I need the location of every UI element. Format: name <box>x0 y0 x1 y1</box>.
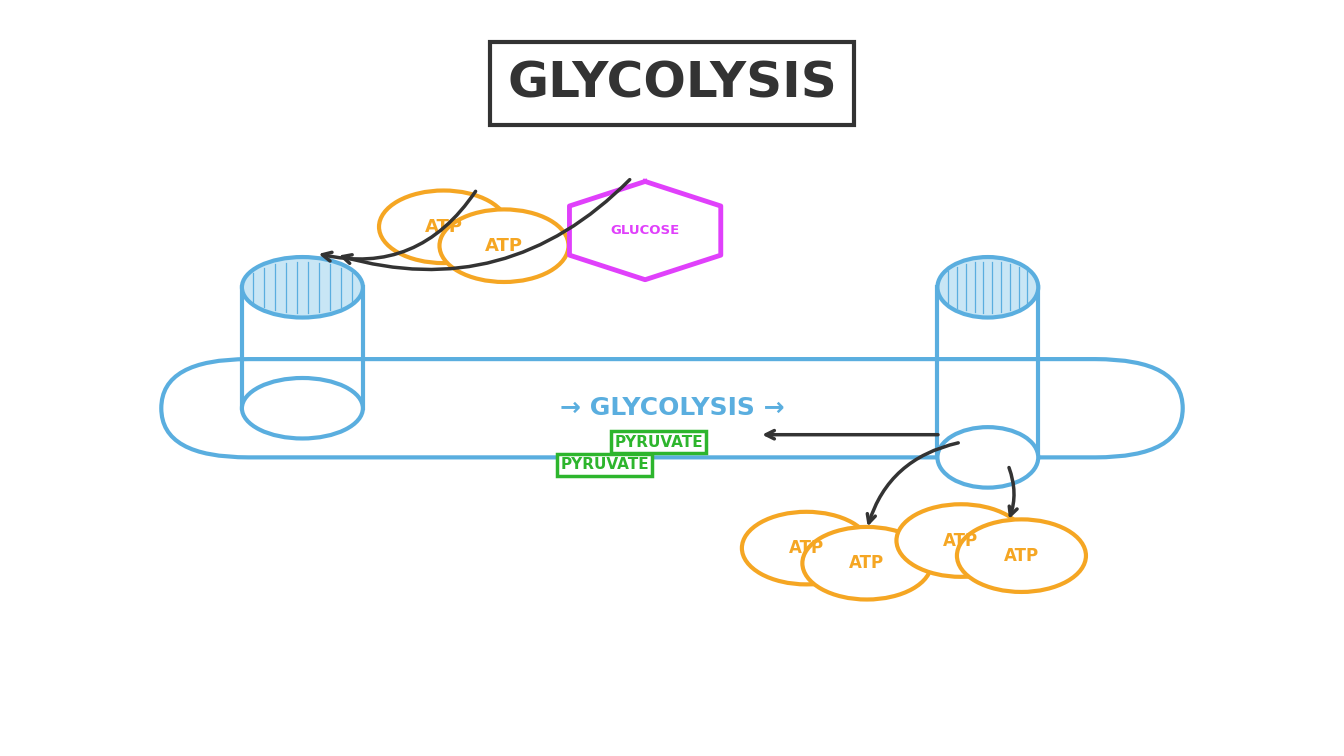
Polygon shape <box>570 181 720 280</box>
FancyBboxPatch shape <box>161 359 1183 457</box>
Circle shape <box>379 191 508 263</box>
FancyArrowPatch shape <box>1009 467 1017 516</box>
Circle shape <box>957 519 1086 592</box>
Text: → GLYCOLYSIS →: → GLYCOLYSIS → <box>559 396 785 420</box>
Ellipse shape <box>242 257 363 318</box>
Text: ATP: ATP <box>425 218 462 236</box>
Ellipse shape <box>938 427 1038 488</box>
FancyArrowPatch shape <box>323 191 476 261</box>
Text: ATP: ATP <box>485 237 523 255</box>
Ellipse shape <box>938 257 1038 318</box>
Circle shape <box>439 209 569 282</box>
FancyArrowPatch shape <box>343 180 630 269</box>
Text: PYRUVATE: PYRUVATE <box>614 435 703 450</box>
Ellipse shape <box>242 378 363 438</box>
Text: ATP: ATP <box>943 531 978 550</box>
Text: PYRUVATE: PYRUVATE <box>560 457 649 472</box>
Circle shape <box>802 527 931 600</box>
Text: ATP: ATP <box>849 554 884 572</box>
Circle shape <box>896 504 1025 577</box>
FancyArrowPatch shape <box>766 430 938 439</box>
FancyArrowPatch shape <box>867 443 958 523</box>
Text: ATP: ATP <box>789 539 824 557</box>
Text: ATP: ATP <box>1004 547 1039 565</box>
Text: GLYCOLYSIS: GLYCOLYSIS <box>507 59 837 107</box>
Circle shape <box>742 512 871 584</box>
Text: GLUCOSE: GLUCOSE <box>610 224 680 237</box>
